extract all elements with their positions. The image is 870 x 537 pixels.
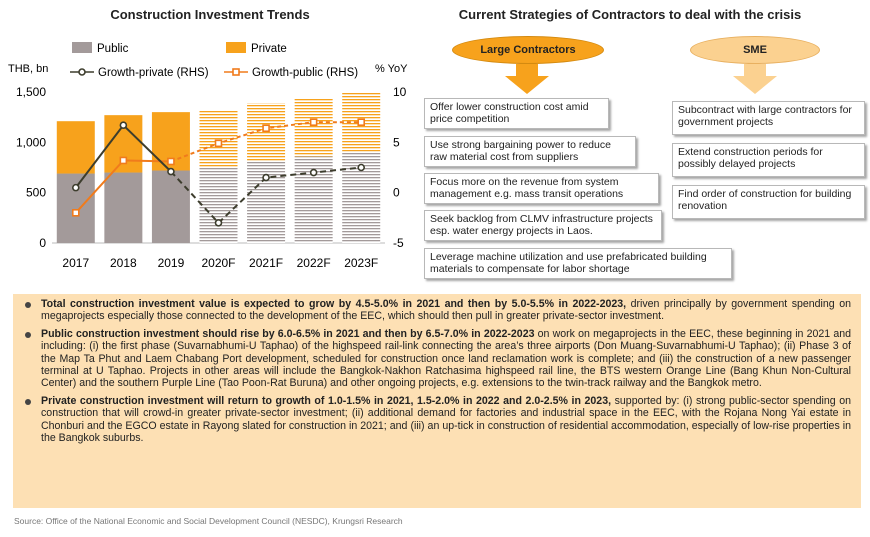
growth-public-point [309, 118, 318, 126]
bullet-body: on work on megaprojects in the EEC, thes… [41, 327, 851, 390]
growth-private-point [214, 219, 223, 227]
x-tick-label: 2018 [110, 256, 137, 270]
x-tick-label: 2022F [297, 256, 331, 270]
growth-private-point [262, 173, 270, 182]
right-tick-label: 10 [393, 85, 407, 99]
legend-label-growth-private: Growth-private (RHS) [98, 67, 209, 79]
growth-private-point [357, 163, 366, 172]
bullet-dot [25, 398, 31, 405]
bar-private [294, 97, 333, 157]
growth-public-point [262, 124, 270, 133]
large-contractors-arrow [505, 64, 549, 94]
bullet-body: supported by: (i) strong public-sector s… [41, 394, 852, 445]
analysis-panel: Total construction investment value is e… [13, 294, 861, 508]
growth-public-point [357, 118, 366, 126]
bullet-dot [25, 331, 31, 338]
x-tick-label: 2021F [249, 256, 283, 270]
growth-private-point [167, 167, 175, 176]
bullet-headline: Private construction investment will ret… [41, 394, 612, 407]
analysis-bullet: Private construction investment will ret… [21, 395, 851, 445]
left-tick-label: 500 [26, 186, 46, 200]
growth-public-point [119, 156, 128, 165]
legend-marker-growth-private [78, 68, 86, 76]
large-strategy-3: Focus more on the revenue from system ma… [424, 173, 659, 204]
left-tick-label: 0 [39, 236, 46, 250]
sme-strategy-3: Find order of construction for building … [672, 185, 865, 219]
growth-private-point [119, 121, 128, 130]
right-tick-label: -5 [393, 236, 404, 250]
growth-public-point [71, 209, 80, 217]
large-strategy-2: Use strong bargaining power to reduce ra… [424, 136, 636, 167]
analysis-bullet: Total construction investment value is e… [21, 298, 851, 323]
legend-marker-growth-public [232, 68, 240, 76]
bar-public [104, 172, 143, 243]
growth-public-point [167, 157, 175, 166]
chart-legend: Public Private Growth-private (RHS) Grow… [70, 42, 358, 79]
analysis-bullet: Public construction investment should ri… [21, 328, 851, 390]
right-tick-label: 0 [393, 186, 400, 200]
source-note: Source: Office of the National Economic … [14, 516, 403, 526]
left-axis-label: THB, bn [8, 63, 48, 75]
construction-investment-chart: Public Private Growth-private (RHS) Grow… [8, 42, 408, 270]
left-tick-label: 1,000 [16, 135, 46, 149]
bar-private [199, 109, 238, 167]
sme-strategy-2: Extend construction periods for possibly… [672, 143, 865, 177]
strategies-title: Current Strategies of Contractors to dea… [458, 7, 802, 22]
x-tick-label: 2020F [201, 256, 235, 270]
legend-swatch-private [226, 42, 246, 53]
bar-public [247, 161, 286, 243]
x-tick-label: 2019 [158, 256, 185, 270]
large-contractors-label: Large Contractors [452, 36, 604, 64]
bullet-headline: Total construction investment value is e… [41, 298, 627, 310]
sme-strategy-1: Subcontract with large contractors for g… [672, 101, 865, 135]
bar-public [199, 166, 238, 243]
growth-public-point [214, 139, 223, 148]
x-tick-label: 2023F [344, 256, 378, 270]
right-axis-label: % YoY [375, 63, 408, 75]
growth-private-point [71, 183, 80, 192]
bullet-headline: Public construction investment should ri… [41, 327, 535, 340]
growth-private-point [309, 168, 318, 177]
left-tick-label: 1,500 [16, 85, 46, 99]
chart-title: Construction Investment Trends [110, 7, 310, 22]
bullet-dot [25, 302, 31, 308]
bar-private [56, 121, 95, 174]
legend-label-private: Private [251, 43, 287, 55]
right-tick-label: 5 [393, 135, 400, 149]
legend-label-public: Public [97, 43, 129, 55]
large-strategy-1: Offer lower construction cost amid price… [424, 98, 609, 129]
legend-label-growth-public: Growth-public (RHS) [252, 67, 358, 79]
legend-swatch-public [72, 42, 92, 53]
bullet-body: driven principally by government spendin… [41, 298, 851, 323]
bar-public [151, 170, 190, 243]
sme-label: SME [690, 36, 820, 64]
large-strategy-5: Leverage machine utilization and use pre… [424, 248, 732, 279]
large-strategy-4: Seek backlog from CLMV infrastructure pr… [424, 210, 662, 241]
x-tick-label: 2017 [62, 256, 89, 270]
sme-arrow [733, 64, 777, 94]
